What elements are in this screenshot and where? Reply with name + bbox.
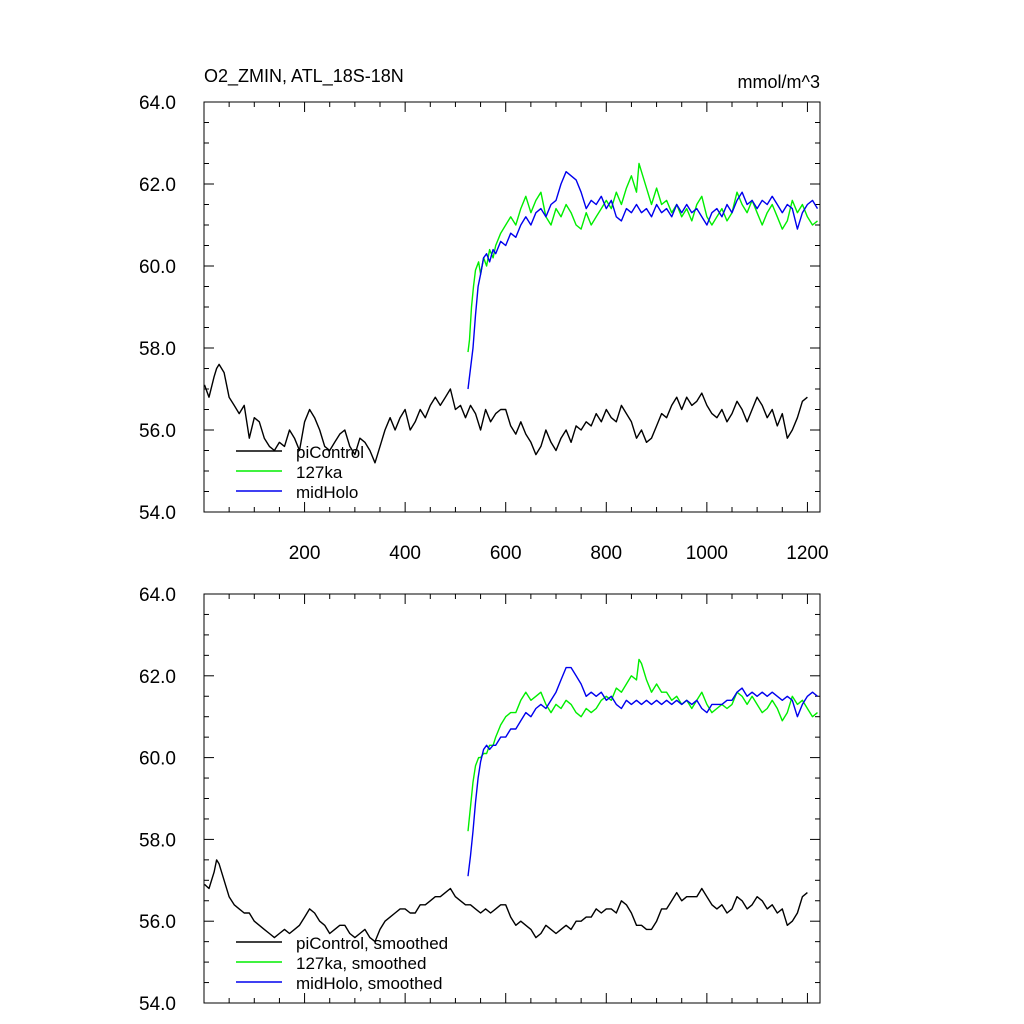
top-y-tick-label: 54.0 xyxy=(139,503,176,524)
top-chart-title: O2_ZMIN, ATL_18S-18N xyxy=(204,66,404,87)
top-x-tick-label: 400 xyxy=(389,543,421,564)
bottom-series-line-1 xyxy=(467,658,818,832)
top-y-tick-label: 62.0 xyxy=(139,175,176,196)
bottom-legend-label-2: midHolo, smoothed xyxy=(296,974,442,993)
bottom-legend-label-0: piControl, smoothed xyxy=(296,934,448,953)
bottom-y-tick-label: 60.0 xyxy=(139,749,176,770)
top-y-tick-label: 60.0 xyxy=(139,257,176,278)
top-legend-label-0: piControl xyxy=(296,443,364,462)
top-legend-label-2: midHolo xyxy=(296,483,358,502)
top-x-tick-label: 1000 xyxy=(686,543,728,564)
bottom-y-tick-label: 62.0 xyxy=(139,667,176,688)
top-legend-label-1: 127ka xyxy=(296,463,343,482)
top-panel: O2_ZMIN, ATL_18S-18N mmol/m^3 54.0 56.0 58… xyxy=(139,66,829,564)
top-series-line-2 xyxy=(467,171,819,390)
top-x-tick-label: 600 xyxy=(490,543,522,564)
bottom-series-line-2 xyxy=(467,666,818,877)
bottom-series-line-0 xyxy=(204,859,808,943)
top-x-tick-label: 200 xyxy=(289,543,321,564)
top-y-tick-label: 64.0 xyxy=(139,93,176,114)
top-series-line-0 xyxy=(203,363,808,464)
bottom-y-tick-label: 56.0 xyxy=(139,912,176,933)
top-x-tick-label: 1200 xyxy=(786,543,828,564)
bottom-y-tick-label: 54.0 xyxy=(139,994,176,1015)
top-series-line-1 xyxy=(467,162,818,353)
bottom-legend-label-1: 127ka, smoothed xyxy=(296,954,426,973)
top-plot-area: 54.0 56.0 58.0 60.0 62.0 64.0 200 400 600 800 1000… xyxy=(139,93,829,564)
top-y-tick-label: 56.0 xyxy=(139,421,176,442)
bottom-panel: 54.0 56.0 58.0 60.0 62.0 64.0 piControl, smoot… xyxy=(139,585,821,1015)
top-y-tick-label: 58.0 xyxy=(139,339,176,360)
top-chart-units: mmol/m^3 xyxy=(738,72,820,92)
top-x-tick-label: 800 xyxy=(590,543,622,564)
bottom-plot-area: 54.0 56.0 58.0 60.0 62.0 64.0 piControl, smoot… xyxy=(139,585,821,1015)
bottom-y-tick-label: 58.0 xyxy=(139,830,176,851)
bottom-y-tick-label: 64.0 xyxy=(139,585,176,606)
